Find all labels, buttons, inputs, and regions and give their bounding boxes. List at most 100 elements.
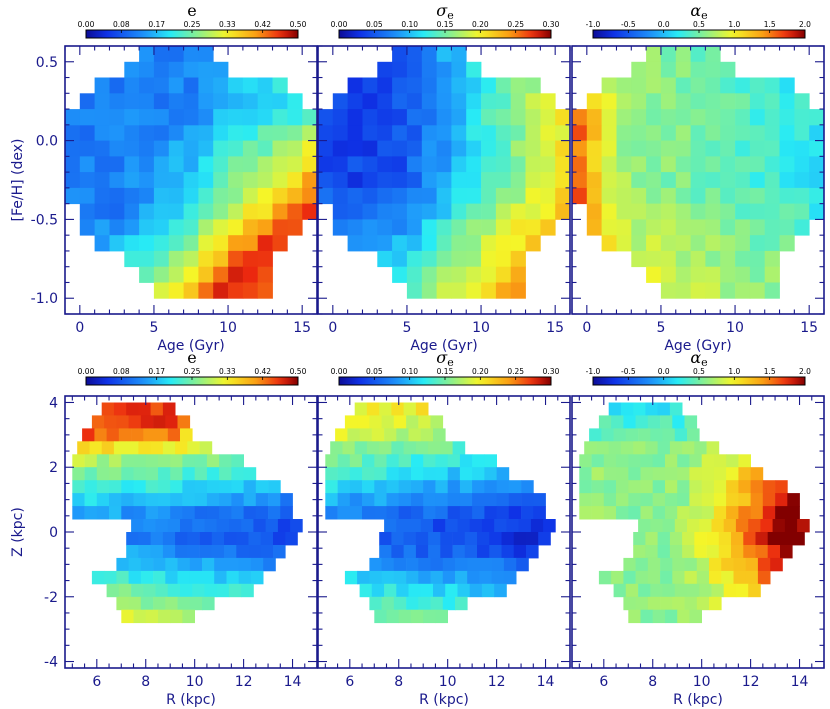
heatmap-cell [113, 441, 127, 455]
heatmap-cell [481, 93, 497, 110]
heatmap-cell [96, 493, 110, 507]
heatmap-cell [495, 172, 512, 189]
heatmap-cell [720, 282, 736, 299]
heatmap-cell [447, 506, 461, 520]
heatmap-cell [616, 93, 632, 110]
heatmap-cell [384, 583, 397, 598]
heatmap-cell [675, 266, 691, 283]
heatmap-cell [177, 596, 191, 611]
heatmap-cell [675, 235, 691, 252]
heatmap-cell [349, 493, 363, 507]
heatmap-cell [484, 454, 497, 468]
heatmap-cell [182, 480, 195, 494]
heatmap-cell [216, 583, 230, 598]
heatmap-cell [362, 77, 378, 94]
heatmap-cell [660, 415, 673, 429]
heatmap-cell [466, 266, 482, 283]
heatmap-cell [631, 250, 647, 268]
heatmap-cell [347, 187, 363, 205]
heatmap-cell [238, 557, 252, 572]
heatmap-cell [101, 402, 115, 416]
heatmap-cell [436, 235, 452, 252]
heatmap-cell [495, 77, 512, 94]
heatmap-cell [109, 480, 122, 494]
heatmap-cell [109, 454, 122, 468]
heatmap-cell [699, 583, 712, 598]
heatmap-cell [457, 519, 471, 533]
heatmap-cell [586, 124, 602, 141]
heatmap-cell [510, 282, 526, 299]
heatmap-cell [121, 480, 134, 494]
colorbar-title-subscript: e [701, 9, 708, 22]
heatmap-cell [447, 493, 461, 507]
heatmap-cell [720, 124, 736, 141]
heatmap-cell [386, 506, 400, 520]
heatmap-cell [124, 77, 140, 94]
heatmap-cell [779, 235, 795, 252]
heatmap-cell [354, 402, 368, 416]
heatmap-cell [436, 124, 452, 141]
heatmap-cell [371, 583, 385, 598]
heatmap-cell [357, 415, 370, 429]
heatmap-cell [705, 172, 721, 189]
heatmap-cell [362, 124, 378, 141]
heatmap-cell [481, 140, 497, 157]
heatmap-cell [779, 187, 795, 205]
heatmap-cell [406, 266, 423, 283]
heatmap-cell [374, 467, 387, 481]
heatmap-cell [809, 124, 825, 141]
heatmap-cell [158, 609, 171, 624]
heatmap-cell [272, 156, 288, 173]
heatmap-cell [442, 596, 456, 611]
heatmap-cell [787, 506, 800, 520]
heatmap-cell [415, 532, 429, 546]
heatmap-cell [579, 467, 592, 481]
heatmap-cell [436, 77, 452, 94]
heatmap-cell [94, 219, 110, 236]
heatmap-cell [325, 467, 338, 481]
heatmap-cell [415, 402, 429, 416]
heatmap-cell [109, 124, 125, 141]
heatmap-cell [501, 545, 515, 559]
panel-bottom-right: 6 8 10 12 14 R (kpc) -1.0 -0.5 0.0 0.5 1.0 1.5 2.0 αe [571, 348, 825, 708]
heatmap-cell [139, 61, 155, 78]
heatmap-cell [466, 77, 482, 94]
heatmap-cell [391, 402, 404, 416]
colorbar-tick-label: 0.25 [184, 367, 201, 376]
heatmap-cell [466, 250, 482, 268]
heatmap-cell [591, 467, 605, 481]
heatmap-cell [646, 235, 662, 252]
heatmap-cell [631, 219, 647, 236]
heatmap-cell [477, 545, 490, 559]
heatmap-cell [735, 187, 751, 205]
heatmap-cell [84, 467, 98, 481]
heatmap-cell [749, 109, 766, 126]
heatmap-cell [764, 124, 780, 141]
heatmap-cell [165, 557, 178, 572]
heatmap-cell [199, 441, 213, 455]
heatmap-cell [477, 532, 490, 546]
heatmap-cell [192, 519, 205, 533]
heatmap-cell [421, 172, 437, 189]
heatmap-cell [138, 532, 151, 546]
heatmap-cell [393, 415, 407, 429]
heatmap-cell [287, 172, 303, 189]
heatmap-cell [660, 172, 677, 189]
heatmap-cell [198, 124, 214, 141]
x-tick-label: 8 [141, 674, 150, 690]
heatmap-cell [406, 61, 423, 78]
heatmap-cell [713, 454, 727, 468]
heatmap-cell [406, 557, 419, 572]
heatmap-cell [406, 203, 423, 220]
heatmap-cell [601, 77, 617, 94]
heatmap-cell [540, 109, 556, 126]
heatmap-cell [451, 109, 467, 126]
heatmap-cell [616, 109, 632, 126]
heatmap-cell [484, 480, 497, 494]
colorbar-title-subscript: e [701, 356, 708, 369]
heatmap-cell [764, 93, 780, 110]
heatmap-cell [749, 235, 766, 252]
heatmap-cell [231, 467, 244, 481]
heatmap-cell [635, 557, 649, 572]
heatmap-cell [601, 187, 617, 205]
